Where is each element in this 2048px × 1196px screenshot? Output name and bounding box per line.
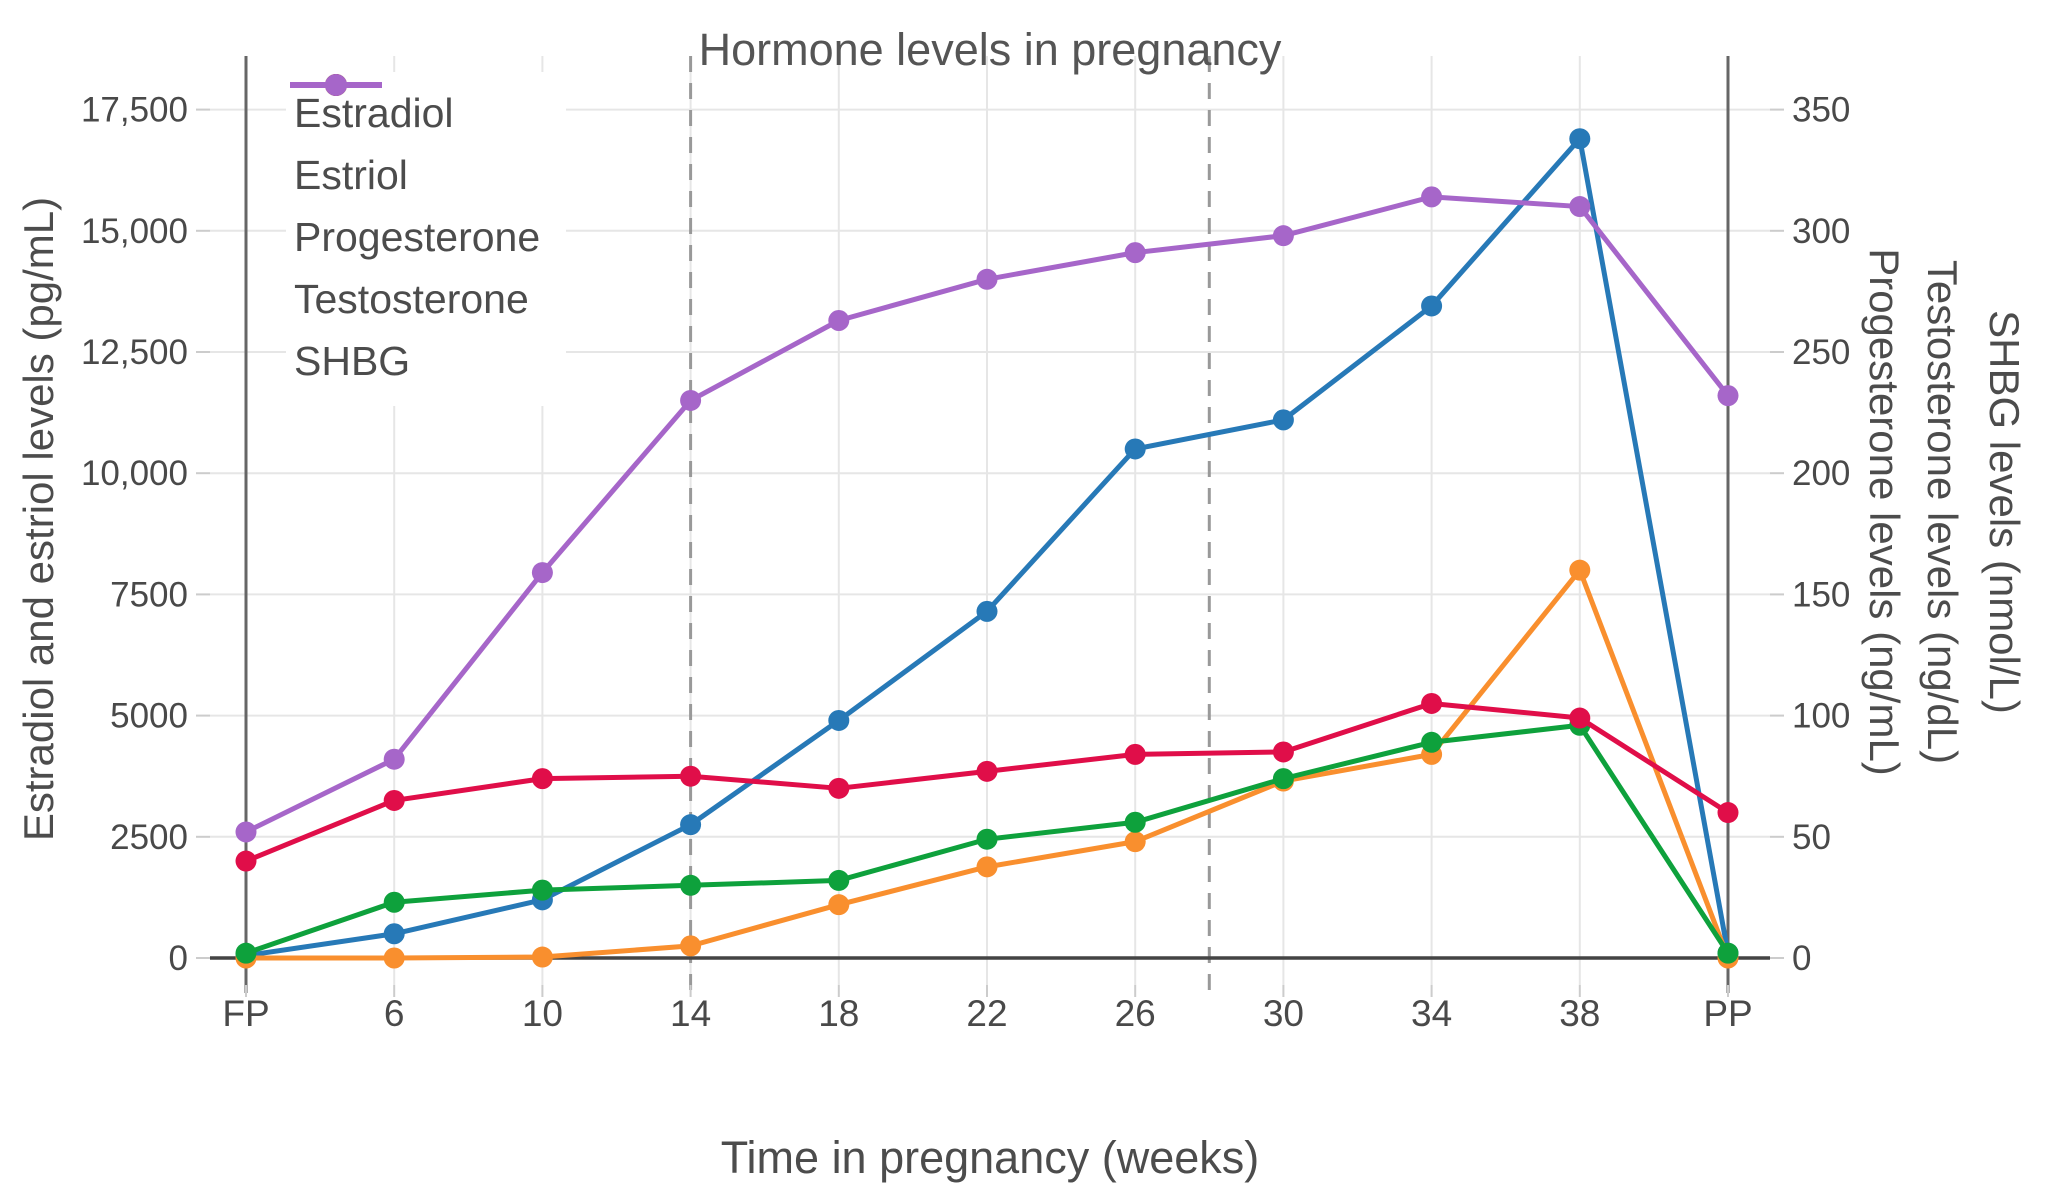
data-point-testosterone-18 [828,777,850,799]
data-point-estriol-38 [1569,559,1591,581]
y-right-axis-title-testosterone: Testosterone levels (ng/dL) [1919,259,1966,765]
x-axis-title: Time in pregnancy (weeks) [720,1132,1260,1183]
legend-item-estriol[interactable]: Estriol [290,74,540,206]
data-point-progesterone-PP [1717,942,1739,964]
y-left-tick-label: 15,000 [81,212,188,251]
data-point-testosterone-6 [383,789,405,811]
data-point-progesterone-FP [235,942,257,964]
x-tick-label-22: 22 [966,993,1007,1034]
data-point-testosterone-PP [1717,802,1739,824]
x-tick-label-FP: FP [222,993,269,1034]
data-point-testosterone-10 [531,768,553,790]
data-point-estradiol-22 [976,600,998,622]
y-right-tick-label: 150 [1792,575,1850,614]
data-point-shbg-PP [1717,385,1739,407]
data-point-progesterone-14 [680,874,702,896]
y-left-tick-label: 10,000 [81,454,188,493]
data-point-shbg-10 [531,562,553,584]
data-point-progesterone-18 [828,869,850,891]
data-point-progesterone-30 [1272,768,1294,790]
legend-label: Estriol [294,151,408,198]
data-point-shbg-38 [1569,196,1591,218]
data-point-estriol-22 [976,856,998,878]
x-tick-label-30: 30 [1263,993,1304,1034]
y-right-tick-label: 300 [1792,212,1850,251]
data-point-shbg-26 [1124,242,1146,264]
data-point-progesterone-26 [1124,811,1146,833]
legend-item-progesterone[interactable]: Progesterone [290,74,541,268]
data-point-testosterone-FP [235,850,257,872]
y-left-tick-label: 2500 [110,818,188,857]
legend: Estradiol Estriol Progesterone Testosterone… [286,72,567,406]
data-point-estradiol-6 [383,923,405,945]
data-point-estriol-10 [531,946,553,968]
data-point-shbg-FP [235,821,257,843]
data-point-testosterone-14 [680,765,702,787]
data-point-progesterone-22 [976,828,998,850]
data-point-estradiol-34 [1421,295,1443,317]
y-right-tick-label: 250 [1792,333,1850,372]
legend-label: Testosterone [294,275,529,322]
y-right-tick-label: 0 [1792,939,1811,978]
y-left-tick-label: 12,500 [81,333,188,372]
data-point-testosterone-38 [1569,707,1591,729]
data-point-estradiol-18 [828,709,850,731]
data-point-progesterone-34 [1421,731,1443,753]
data-point-testosterone-22 [976,760,998,782]
y-right-axis-title-progesterone: Progesterone levels (ng/mL) [1861,248,1908,776]
data-point-shbg-6 [383,748,405,770]
data-point-estradiol-38 [1569,128,1591,150]
data-point-shbg-14 [680,389,702,411]
data-point-testosterone-34 [1421,692,1443,714]
data-point-shbg-22 [976,268,998,290]
y-right-tick-label: 50 [1792,818,1831,857]
data-point-estradiol-26 [1124,438,1146,460]
x-tick-label-6: 6 [384,993,405,1034]
data-point-estriol-18 [828,894,850,916]
data-point-shbg-34 [1421,186,1443,208]
data-point-testosterone-26 [1124,743,1146,765]
data-point-estriol-14 [680,935,702,957]
legend-label: SHBG [294,337,411,384]
x-tick-label-PP: PP [1703,993,1752,1034]
x-tick-label-14: 14 [670,993,711,1034]
legend-swatch-icon [290,74,382,96]
x-tick-label-38: 38 [1559,993,1600,1034]
data-point-progesterone-6 [383,891,405,913]
data-point-shbg-18 [828,309,850,331]
y-left-tick-label: 5000 [110,697,188,736]
data-point-progesterone-10 [531,879,553,901]
y-left-axis-title: Estradiol and estriol levels (pg/mL) [15,196,62,842]
legend-label: Progesterone [294,213,541,260]
data-point-estriol-26 [1124,831,1146,853]
y-left-tick-label: 0 [169,939,188,978]
x-tick-label-10: 10 [522,993,563,1034]
legend-item-shbg[interactable]: SHBG [290,74,540,392]
y-left-tick-label: 7500 [110,575,188,614]
legend-label: Estradiol [294,89,454,136]
legend-item-testosterone[interactable]: Testosterone [290,74,540,330]
y-right-axis-title-shbg: SHBG levels (nmol/L) [1981,310,2028,714]
data-point-estriol-6 [383,947,405,969]
data-point-shbg-30 [1272,225,1294,247]
chart-title: Hormone levels in pregnancy [698,24,1282,75]
data-point-estradiol-14 [680,814,702,836]
x-tick-label-18: 18 [818,993,859,1034]
x-tick-label-26: 26 [1115,993,1156,1034]
y-right-tick-label: 200 [1792,454,1850,493]
data-point-testosterone-30 [1272,741,1294,763]
x-tick-label-34: 34 [1411,993,1452,1034]
y-right-tick-label: 350 [1792,91,1850,130]
data-point-estradiol-30 [1272,409,1294,431]
y-left-tick-label: 17,500 [81,91,188,130]
y-right-tick-label: 100 [1792,697,1850,736]
